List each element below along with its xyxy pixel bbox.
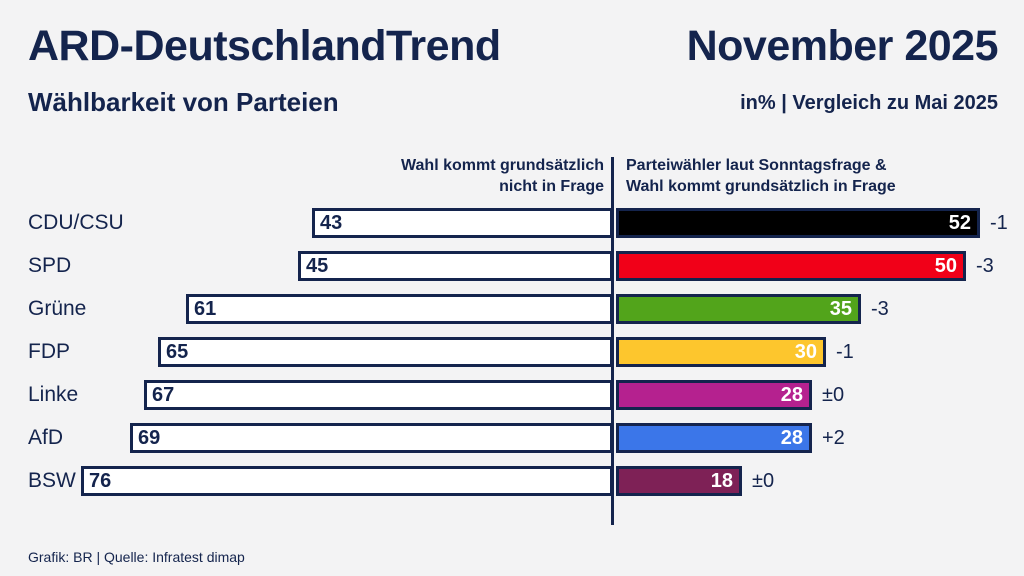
bar-nicht-in-frage: 43 [312, 208, 613, 238]
bar-in-frage: 28 [616, 380, 812, 410]
chart-row-afd: AfD 69 28 +2 [0, 423, 1024, 466]
chart-row-fdp: FDP 65 30 -1 [0, 337, 1024, 380]
chart-row-bsw: BSW 76 18 ±0 [0, 466, 1024, 509]
value-in-frage: 50 [934, 255, 957, 277]
change-vs-may: +2 [822, 427, 845, 449]
bar-in-frage: 52 [616, 208, 980, 238]
party-label: FDP [28, 340, 70, 363]
value-in-frage: 28 [780, 427, 803, 449]
unit-comparison-note: in% | Vergleich zu Mai 2025 [740, 92, 998, 114]
bar-nicht-in-frage: 69 [130, 423, 613, 453]
bar-nicht-in-frage: 61 [186, 294, 613, 324]
value-nicht-in-frage: 67 [152, 384, 175, 406]
right-column-header-line2: Wahl kommt grundsätzlich in Frage [626, 178, 896, 195]
value-nicht-in-frage: 61 [194, 298, 217, 320]
chart-row-cdu-csu: CDU/CSU 43 52 -1 [0, 208, 1024, 251]
bar-nicht-in-frage: 45 [298, 251, 613, 281]
change-vs-may: -3 [871, 298, 889, 320]
party-label: CDU/CSU [28, 211, 124, 234]
bar-in-frage: 28 [616, 423, 812, 453]
chart-row-spd: SPD 45 50 -3 [0, 251, 1024, 294]
value-in-frage: 18 [710, 470, 733, 492]
value-in-frage: 30 [794, 341, 817, 363]
right-column-header: Parteiwähler laut Sonntagsfrage & Wahl k… [626, 155, 896, 197]
left-column-header: Wahl kommt grundsätzlich nicht in Frage [401, 155, 604, 197]
bar-in-frage: 30 [616, 337, 826, 367]
bar-nicht-in-frage: 65 [158, 337, 613, 367]
value-in-frage: 35 [829, 298, 852, 320]
change-vs-may: -3 [976, 255, 994, 277]
left-column-header-line2: nicht in Frage [499, 178, 604, 195]
party-label: Grüne [28, 297, 87, 320]
value-in-frage: 28 [780, 384, 803, 406]
chart-row-gruene: Grüne 61 35 -3 [0, 294, 1024, 337]
bar-nicht-in-frage: 76 [81, 466, 613, 496]
chart-row-linke: Linke 67 28 ±0 [0, 380, 1024, 423]
value-nicht-in-frage: 45 [306, 255, 329, 277]
report-date: November 2025 [686, 22, 999, 70]
value-nicht-in-frage: 43 [320, 212, 343, 234]
value-nicht-in-frage: 76 [89, 470, 112, 492]
change-vs-may: -1 [990, 212, 1008, 234]
right-column-header-line1: Parteiwähler laut Sonntagsfrage & [626, 157, 887, 174]
source-credit: Grafik: BR | Quelle: Infratest dimap [28, 549, 245, 565]
change-vs-may: ±0 [752, 470, 775, 492]
party-label: SPD [28, 254, 72, 277]
value-nicht-in-frage: 69 [138, 427, 161, 449]
value-in-frage: 52 [948, 212, 971, 234]
left-column-header-line1: Wahl kommt grundsätzlich [401, 157, 604, 174]
change-vs-may: ±0 [822, 384, 845, 406]
chart-rows: CDU/CSU 43 52 -1 SPD 45 [0, 208, 1024, 509]
bar-in-frage: 50 [616, 251, 966, 281]
party-label: AfD [28, 426, 64, 449]
bar-in-frage: 35 [616, 294, 861, 324]
party-label: Linke [28, 383, 79, 406]
change-vs-may: -1 [836, 341, 854, 363]
value-nicht-in-frage: 65 [166, 341, 189, 363]
page-title: ARD-DeutschlandTrend [28, 22, 501, 70]
party-label: BSW [28, 469, 76, 492]
chart-subtitle: Wählbarkeit von Parteien [28, 87, 339, 117]
bar-nicht-in-frage: 67 [144, 380, 613, 410]
bar-in-frage: 18 [616, 466, 742, 496]
